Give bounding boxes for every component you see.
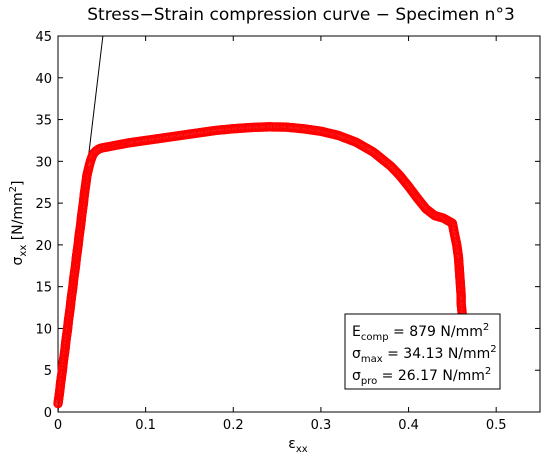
y-label-sub: xx — [18, 245, 29, 257]
y-tick-label: 10 — [35, 322, 52, 337]
x-tick-label: 0.4 — [398, 418, 419, 433]
smax-value: = 34.13 N/mm — [383, 346, 491, 362]
annotation-line-ecomp: Ecomp = 879 N/mm2 — [352, 322, 489, 343]
y-label-end: ] — [10, 181, 26, 186]
y-tick-label: 15 — [35, 281, 52, 296]
ecomp-sub: comp — [361, 332, 389, 343]
smax-sup: 2 — [490, 344, 496, 355]
x-tick-label: 0 — [54, 418, 62, 433]
smax-sub: max — [361, 354, 383, 365]
x-tick-label: 0.3 — [311, 418, 332, 433]
spro-sub: pro — [361, 376, 377, 387]
chart-title: Stress−Strain compression curve − Specim… — [87, 5, 515, 25]
y-label-sup: 2 — [8, 186, 19, 192]
y-tick-label: 45 — [35, 30, 52, 45]
spro-value: = 26.17 N/mm — [377, 368, 485, 384]
y-axis-label: σxx [N/mm2] — [8, 181, 29, 266]
y-tick-label: 30 — [35, 155, 52, 170]
spro-symbol: σ — [352, 368, 361, 384]
smax-symbol: σ — [352, 346, 361, 362]
x-label-sub: xx — [296, 444, 308, 455]
y-tick-label: 25 — [35, 197, 52, 212]
ecomp-value: = 879 N/mm — [389, 324, 483, 340]
x-tick-label: 0.5 — [486, 418, 507, 433]
ecomp-sup: 2 — [483, 322, 489, 333]
y-tick-label: 35 — [35, 114, 52, 129]
y-tick-label: 40 — [35, 72, 52, 87]
annotation-frame — [344, 313, 501, 390]
x-axis-label: εxx — [288, 436, 307, 455]
x-tick-label: 0.1 — [135, 418, 156, 433]
data-points — [53, 122, 468, 409]
x-label-main: ε — [288, 436, 296, 452]
annotation-line-smax: σmax = 34.13 N/mm2 — [352, 344, 497, 365]
y-tick-label: 5 — [44, 364, 52, 379]
ecomp-symbol: E — [352, 324, 361, 340]
spro-sup: 2 — [485, 366, 491, 377]
x-tick-label: 0.2 — [223, 418, 244, 433]
annotation-box: Ecomp = 879 N/mm2 σmax = 34.13 N/mm2 σpr… — [344, 313, 501, 390]
y-label-main: σ — [10, 256, 26, 265]
annotation-line-spro: σpro = 26.17 N/mm2 — [352, 366, 491, 387]
y-tick-label: 0 — [44, 406, 52, 421]
axis-ticks: 0 0.1 0.2 0.3 0.4 0.5 0 5 10 15 20 25 30 35 40 45 — [35, 30, 540, 433]
y-tick-label: 20 — [35, 239, 52, 254]
y-label-rest: [N/mm — [10, 192, 26, 244]
